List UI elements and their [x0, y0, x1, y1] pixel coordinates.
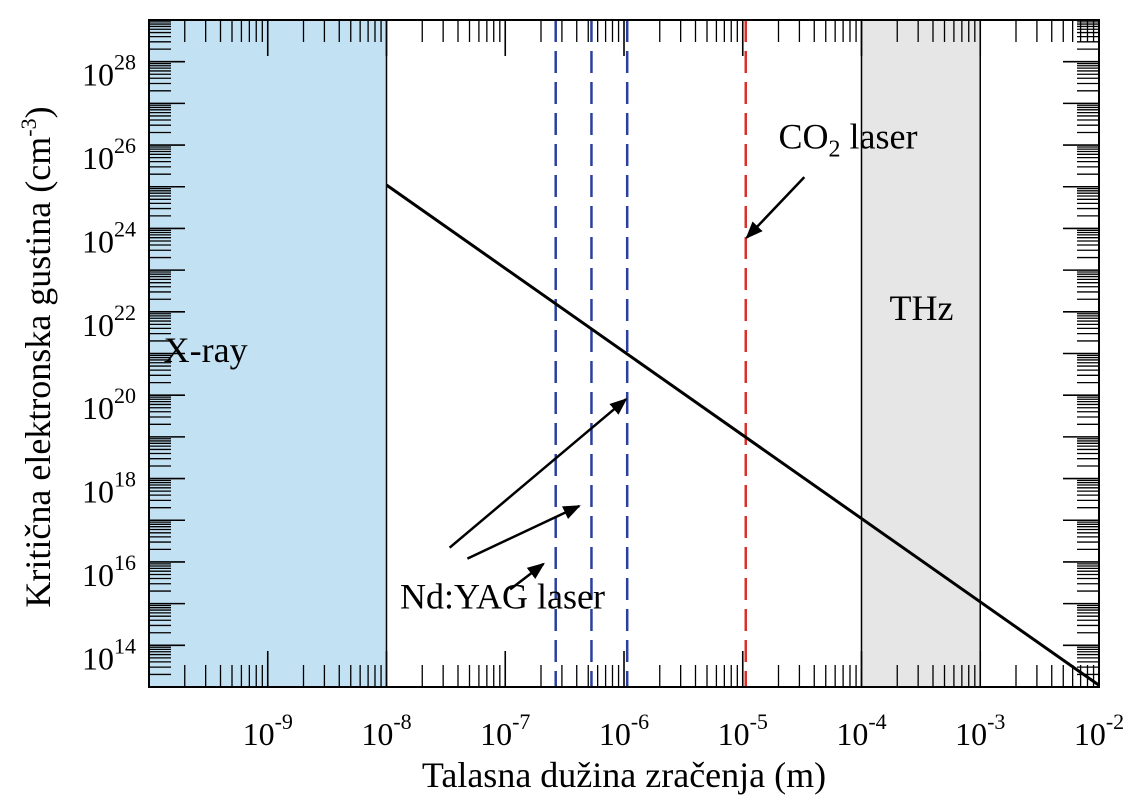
x-tick-label-5: 10-4 [836, 709, 886, 752]
x-tick-label-1: 10-8 [361, 709, 411, 752]
x-tick-label-base: 10 [361, 716, 393, 752]
y-tick-label-exp: 24 [114, 216, 136, 241]
y-tick-label-exp: 14 [114, 633, 136, 658]
region-label-1: THz [890, 288, 954, 328]
x-tick-label-exp: -4 [868, 709, 886, 734]
y-tick-label-base: 10 [82, 474, 114, 510]
y-tick-label-exp: 26 [114, 133, 136, 158]
y-tick-label-6: 1026 [82, 133, 136, 176]
y-tick-label-exp: 18 [114, 467, 136, 492]
y-tick-label-base: 10 [82, 557, 114, 593]
x-tick-label-exp: -8 [393, 709, 411, 734]
y-tick-label-exp: 16 [114, 550, 136, 575]
region-0 [148, 19, 388, 688]
y-tick-label-2: 1018 [82, 467, 136, 510]
x-tick-label-base: 10 [1074, 716, 1106, 752]
annotation-1-arrow-0 [745, 176, 806, 239]
y-tick-label-0: 1014 [82, 633, 136, 676]
x-tick-label-exp: -6 [631, 709, 649, 734]
y-axis-label: Kritična elektronska gustina (cm-3) [16, 106, 58, 607]
x-tick-label-0: 10-9 [243, 709, 293, 752]
annotation-0-arrow-1 [466, 504, 581, 560]
y-tick-label-base: 10 [82, 223, 114, 259]
x-tick-label-base: 10 [836, 716, 868, 752]
y-axis-label-close: ) [18, 106, 58, 118]
x-tick-label-4: 10-5 [718, 709, 768, 752]
y-tick-label-base: 10 [82, 640, 114, 676]
y-axis-label-main: Kritična elektronska gustina (cm [18, 137, 58, 608]
x-tick-label-7: 10-2 [1074, 709, 1124, 752]
x-tick-label-exp: -9 [275, 709, 293, 734]
y-tick-label-7: 1028 [82, 50, 136, 93]
x-tick-label-exp: -2 [1106, 709, 1124, 734]
y-tick-label-base: 10 [82, 140, 114, 176]
x-tick-label-base: 10 [718, 716, 750, 752]
annotation-text: CO [778, 117, 828, 157]
y-tick-label-base: 10 [82, 390, 114, 426]
annotation-0-arrow-2 [509, 562, 545, 591]
annotation-text: Nd:YAG laser [400, 577, 605, 617]
x-tick-label-3: 10-6 [599, 709, 649, 752]
y-tick-label-1: 1016 [82, 550, 136, 593]
y-tick-label-base: 10 [82, 307, 114, 343]
annotation-label-1: CO2 laser [778, 117, 917, 162]
x-tick-label-base: 10 [243, 716, 275, 752]
y-tick-label-base: 10 [82, 57, 114, 93]
x-tick-label-base: 10 [955, 716, 987, 752]
y-axis-label-sup: -3 [16, 118, 41, 136]
annotation-0-arrow-0 [448, 398, 628, 549]
x-tick-label-exp: -7 [512, 709, 530, 734]
y-tick-label-5: 1024 [82, 216, 136, 259]
y-tick-label-exp: 28 [114, 50, 136, 75]
region-1 [860, 19, 981, 688]
annotation-subscript: 2 [829, 136, 841, 162]
y-tick-label-exp: 20 [114, 383, 136, 408]
x-tick-label-base: 10 [480, 716, 512, 752]
x-tick-label-6: 10-3 [955, 709, 1005, 752]
x-tick-label-exp: -5 [750, 709, 768, 734]
plot-frame [148, 19, 1100, 688]
x-tick-label-2: 10-7 [480, 709, 530, 752]
annotation-text-rest: laser [841, 117, 918, 157]
y-tick-label-exp: 22 [114, 300, 136, 325]
y-tick-label-3: 1020 [82, 383, 136, 426]
x-axis-label: Talasna dužina zračenja (m) [422, 755, 826, 795]
y-tick-label-4: 1022 [82, 300, 136, 343]
x-tick-label-base: 10 [599, 716, 631, 752]
series-line-0 [385, 183, 1100, 687]
annotation-label-0: Nd:YAG laser [400, 577, 605, 617]
region-label-0: X-ray [164, 330, 248, 370]
x-tick-label-exp: -3 [987, 709, 1005, 734]
